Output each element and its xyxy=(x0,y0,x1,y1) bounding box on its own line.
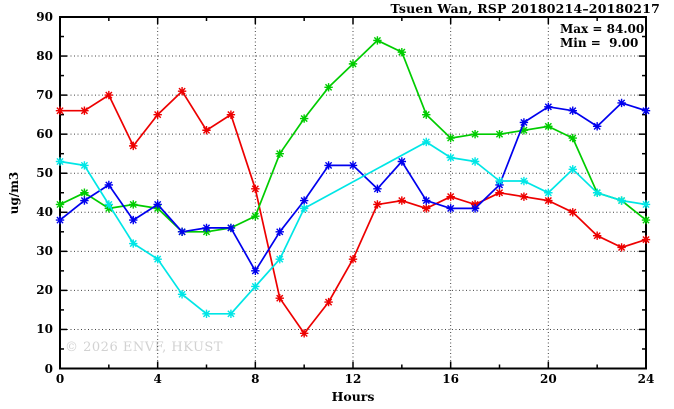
x-tick-label-20: 20 xyxy=(539,372,557,386)
y-tick-label-60: 60 xyxy=(36,127,53,142)
x-tick-label-0: 0 xyxy=(55,372,65,386)
series-cyan-markers xyxy=(55,137,651,319)
watermark-text: © 2026 ENVF, HKUST xyxy=(65,340,223,355)
x-axis-label: Hours xyxy=(331,389,375,404)
y-tick-label-20: 20 xyxy=(36,283,53,298)
y-tick-label-80: 80 xyxy=(36,49,53,64)
y-tick-label-70: 70 xyxy=(36,88,53,103)
y-tick-label-40: 40 xyxy=(36,205,53,220)
y-tick-label-30: 30 xyxy=(36,244,53,259)
y-tick-label-90: 90 xyxy=(36,10,53,24)
y-axis-label: ug/m3 xyxy=(7,171,21,215)
x-tick-label-16: 16 xyxy=(442,372,459,386)
x-tick-label-4: 4 xyxy=(153,372,162,386)
max-value-label: Max = 84.00 xyxy=(560,22,645,36)
x-tick-label-24: 24 xyxy=(637,372,655,386)
series-red-markers xyxy=(55,87,651,338)
x-tick-label-12: 12 xyxy=(344,372,362,386)
y-tick-label-0: 0 xyxy=(44,361,53,376)
min-value-label: Min = 9.00 xyxy=(560,35,639,50)
x-tick-label-8: 8 xyxy=(251,372,260,386)
series-blue-markers xyxy=(55,98,651,276)
y-tick-label-50: 50 xyxy=(36,166,53,181)
y-tick-label-10: 10 xyxy=(36,322,53,337)
chart-title: Tsuen Wan, RSP 20180214–20180217 xyxy=(390,1,660,16)
max-min-legend: Max = 84.00 Min = 9.00 xyxy=(560,22,645,50)
